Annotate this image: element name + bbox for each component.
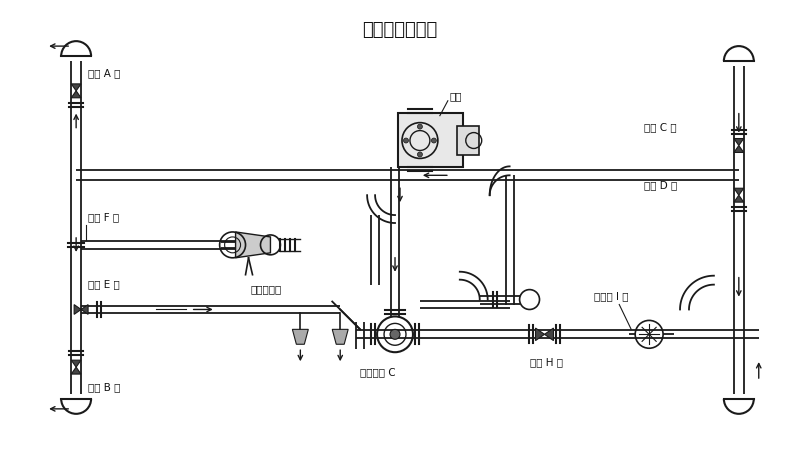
Text: 球阀 E 开: 球阀 E 开	[88, 279, 120, 290]
Polygon shape	[535, 328, 545, 341]
Polygon shape	[545, 328, 554, 341]
Text: 水泵: 水泵	[450, 91, 462, 101]
Text: 球阀 H 关: 球阀 H 关	[530, 357, 562, 367]
Bar	[457, 126, 478, 155]
Text: 消防栓 I 关: 消防栓 I 关	[594, 292, 629, 302]
Polygon shape	[74, 305, 81, 315]
Polygon shape	[734, 145, 744, 153]
Circle shape	[390, 329, 400, 339]
Circle shape	[418, 152, 422, 157]
Text: 球阀 C 开: 球阀 C 开	[644, 122, 677, 133]
Text: 三通球阀 C: 三通球阀 C	[360, 367, 396, 377]
Text: 球阀 D 开: 球阀 D 开	[644, 180, 678, 190]
Circle shape	[418, 124, 422, 129]
Polygon shape	[81, 305, 88, 315]
Polygon shape	[235, 232, 270, 258]
Polygon shape	[71, 367, 81, 374]
Text: 球阀 B 开: 球阀 B 开	[88, 382, 121, 392]
Text: 洒水、浇灌花木: 洒水、浇灌花木	[362, 21, 438, 39]
Polygon shape	[332, 329, 348, 344]
Bar	[398, 112, 462, 167]
Polygon shape	[734, 188, 744, 195]
Polygon shape	[292, 329, 308, 344]
Circle shape	[403, 138, 409, 143]
Polygon shape	[71, 360, 81, 367]
Polygon shape	[71, 84, 81, 91]
Circle shape	[431, 138, 436, 143]
Polygon shape	[71, 91, 81, 98]
Text: 球阀 F 关: 球阀 F 关	[88, 212, 119, 222]
Text: 球阀 A 开: 球阀 A 开	[88, 68, 121, 78]
Text: 洒水炮出口: 洒水炮出口	[250, 284, 282, 295]
Polygon shape	[734, 195, 744, 202]
Polygon shape	[734, 139, 744, 145]
